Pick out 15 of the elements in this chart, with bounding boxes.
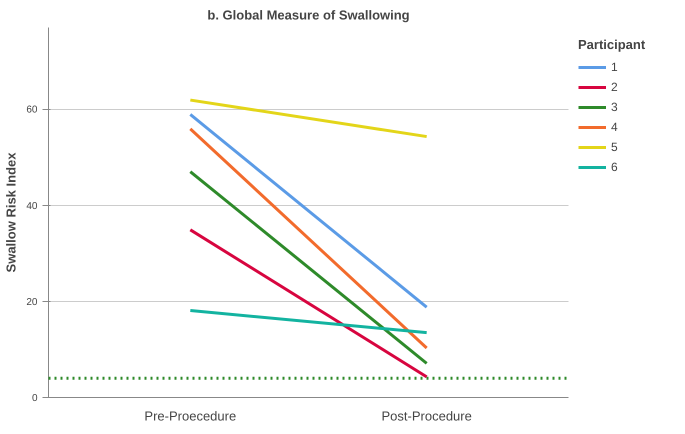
legend-title: Participant	[578, 37, 646, 52]
y-tick-label: 40	[26, 200, 38, 212]
legend-label: 6	[611, 160, 619, 174]
x-tick-label: Pre-Proecedure	[144, 408, 236, 424]
legend-label: 2	[611, 80, 619, 94]
y-axis-title: Swallow Risk Index	[3, 152, 18, 272]
chart-title: b. Global Measure of Swallowing	[207, 8, 410, 22]
y-tick-label: 0	[32, 393, 38, 404]
y-tick-label: 20	[26, 296, 38, 308]
legend-label: 4	[611, 120, 619, 134]
legend-label: 1	[611, 60, 619, 74]
x-tick-label: Post-Procedure	[382, 408, 472, 424]
legend-label: 5	[611, 140, 619, 154]
y-tick-label: 60	[26, 104, 38, 116]
legend-label: 3	[611, 100, 619, 114]
